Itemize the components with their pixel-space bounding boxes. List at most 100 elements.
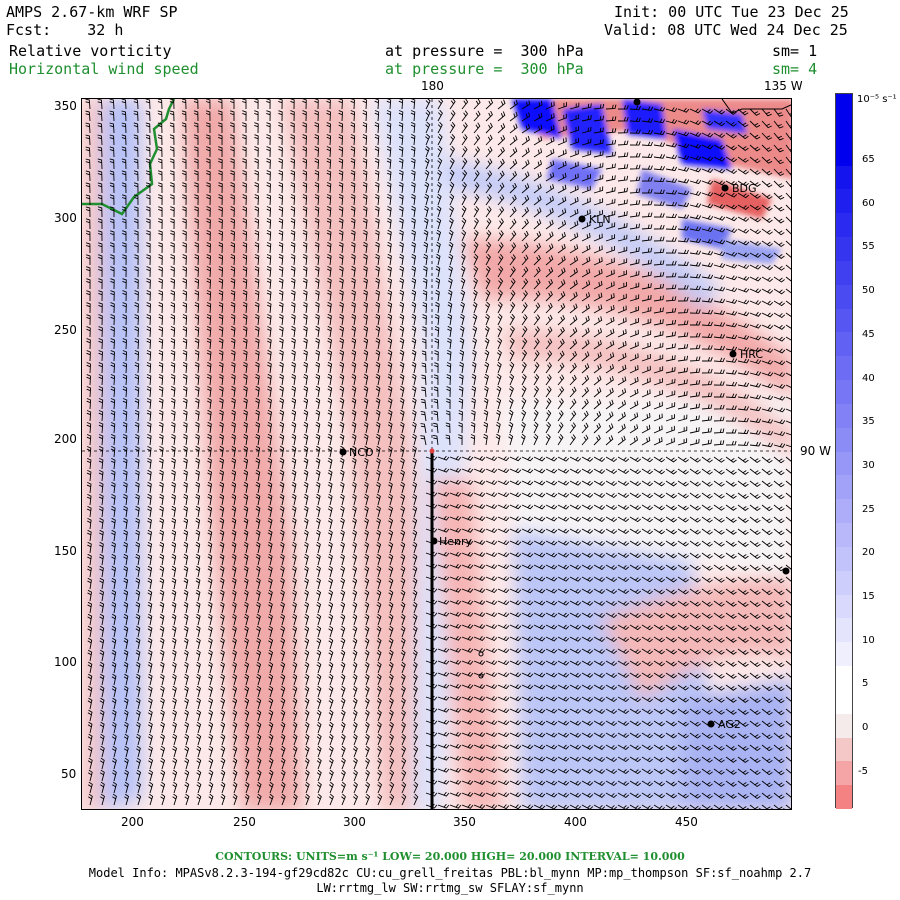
wind-barb — [420, 423, 427, 434]
wind-barb — [375, 277, 380, 290]
wind-barb — [749, 732, 761, 740]
wind-barb — [653, 342, 664, 350]
wind-barb — [86, 314, 91, 326]
wind-barb — [761, 383, 774, 389]
wind-barb — [85, 146, 91, 158]
wind-barb — [461, 527, 474, 533]
wind-barb — [291, 409, 297, 422]
wind-barb — [302, 110, 307, 122]
wind-barb — [98, 434, 104, 446]
wind-barb — [665, 636, 677, 643]
wind-barb — [352, 721, 358, 734]
wind-barb — [145, 122, 151, 134]
wind-barb — [146, 242, 151, 254]
wind-barb — [279, 337, 284, 350]
wind-barb — [280, 613, 285, 626]
wind-barb — [761, 732, 773, 740]
wind-barb — [255, 457, 261, 470]
wind-barb — [701, 456, 713, 463]
wind-barb — [365, 757, 370, 770]
wind-barb — [557, 744, 570, 750]
wind-barb — [629, 564, 641, 571]
wind-barb — [785, 636, 791, 642]
wind-barb — [195, 493, 200, 506]
wind-barb — [449, 99, 456, 110]
wind-barb — [509, 744, 522, 750]
wind-barb — [701, 612, 713, 619]
wind-barb — [97, 182, 103, 194]
colorbar-segment — [836, 332, 852, 357]
wind-barb — [641, 528, 653, 535]
wind-barb — [434, 362, 439, 374]
wind-barb — [545, 528, 558, 534]
wind-barb — [749, 335, 762, 341]
wind-barb — [195, 577, 201, 590]
wind-barb — [278, 134, 283, 146]
wind-barb — [315, 325, 320, 338]
wind-barb — [447, 313, 453, 326]
wind-barb — [206, 290, 212, 302]
wind-barb — [195, 637, 201, 650]
wind-barb — [304, 601, 310, 614]
wind-barb — [785, 168, 791, 176]
wind-barb — [641, 492, 653, 499]
wind-barb — [545, 302, 553, 314]
wind-barb — [569, 708, 582, 714]
wind-barb — [749, 612, 761, 620]
wind-barb — [328, 589, 334, 602]
wind-barb — [641, 306, 652, 314]
wind-barb — [195, 433, 200, 446]
wind-barb — [761, 312, 774, 318]
wind-barb — [147, 613, 153, 626]
wind-barb — [617, 305, 627, 314]
wind-barb — [737, 370, 750, 376]
wind-barb — [725, 358, 738, 363]
wind-barb — [291, 541, 297, 554]
wind-barb — [339, 517, 345, 530]
wind-barb — [521, 349, 528, 362]
wind-barb — [653, 319, 664, 326]
wind-barb — [147, 673, 153, 686]
wind-barb — [581, 268, 591, 278]
wind-barb — [593, 399, 602, 410]
wind-barb — [362, 158, 368, 170]
wind-barb — [497, 242, 504, 254]
wind-barb — [557, 362, 565, 374]
wind-barb — [399, 217, 404, 230]
wind-barb — [243, 457, 249, 470]
wind-barb — [437, 109, 443, 122]
wind-barb — [761, 552, 773, 560]
wind-barb — [122, 266, 127, 278]
wind-barb — [170, 182, 175, 194]
wind-barb — [557, 137, 567, 146]
wind-barb — [545, 756, 558, 762]
wind-barb — [171, 529, 177, 542]
wind-barb — [434, 350, 439, 362]
model-info: Model Info: MPASv8.2.3-194-gf29cd82c CU:… — [88, 866, 812, 880]
wind-barb — [110, 362, 116, 374]
wind-barb — [124, 781, 129, 794]
wind-barb — [725, 660, 737, 667]
station-bdg: BDG — [721, 182, 757, 195]
wind-barb — [485, 182, 493, 194]
wind-barb — [291, 445, 297, 458]
wind-barb — [605, 744, 618, 751]
wind-barb — [545, 564, 558, 570]
wind-barb — [677, 237, 690, 243]
wind-barb — [689, 540, 701, 547]
wind-barb — [653, 201, 665, 206]
wind-barb — [617, 340, 627, 350]
wind-barb — [737, 516, 749, 523]
wind-barb — [399, 433, 405, 446]
wind-barb — [761, 156, 773, 164]
wind-barb — [399, 277, 404, 290]
wind-barb — [773, 168, 785, 177]
wind-barb — [206, 254, 211, 266]
wind-barb — [255, 337, 260, 350]
wind-barb — [411, 289, 417, 302]
wind-barb — [545, 696, 558, 702]
wind-barb — [388, 637, 394, 650]
wind-barb — [785, 252, 791, 258]
wind-barb — [569, 612, 582, 618]
wind-barb — [713, 274, 726, 280]
